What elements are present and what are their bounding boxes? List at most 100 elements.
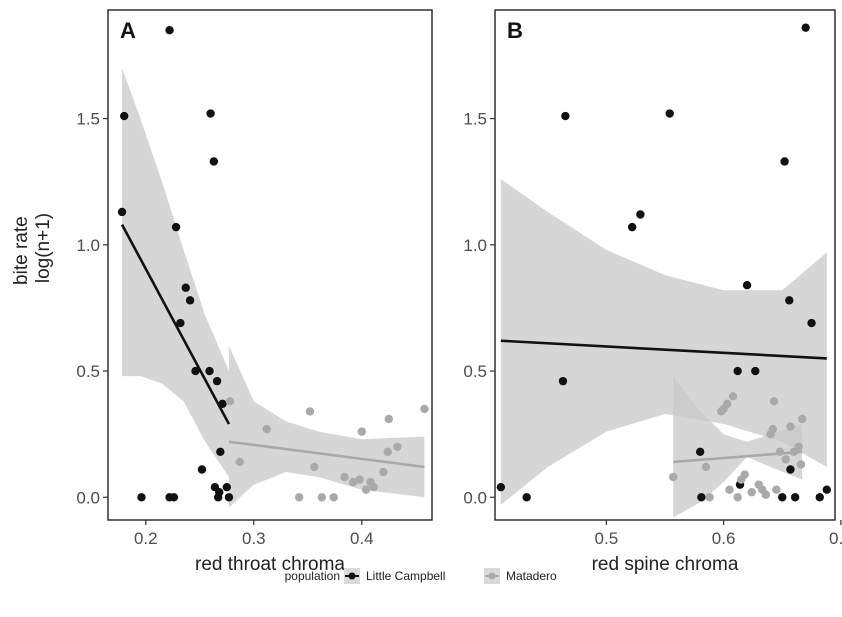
data-point-a-1-5 <box>310 462 319 472</box>
panel-label-b: B <box>507 18 523 43</box>
data-point-b-0-6 <box>665 109 674 118</box>
data-point-b-1-18 <box>772 485 781 494</box>
panel-label-a: A <box>120 18 136 43</box>
data-point-b-1-1 <box>701 462 711 472</box>
y-axis-title-line-1: bite rate <box>11 216 32 285</box>
data-point-a-0-13 <box>197 465 207 474</box>
x-tick-label-b-0: 0.5 <box>595 529 619 548</box>
data-point-b-0-15 <box>785 296 794 305</box>
data-point-a-1-2 <box>262 424 271 434</box>
x-tick-label-b-1: 0.6 <box>712 529 736 548</box>
data-point-b-0-3 <box>561 111 570 121</box>
data-point-a-0-11 <box>212 376 222 386</box>
data-point-a-0-4 <box>206 109 215 118</box>
data-point-b-0-7 <box>695 447 705 457</box>
data-point-a-0-1 <box>120 111 129 121</box>
y-tick-label-a-2: 1.0 <box>76 236 100 255</box>
data-point-a-1-0 <box>225 397 235 406</box>
plot-frame-b <box>494 9 836 521</box>
data-point-a-0-22 <box>224 493 234 502</box>
y-tick-label-b-1: 0.5 <box>463 362 487 381</box>
data-point-b-0-9 <box>733 366 742 376</box>
data-point-a-0-18 <box>137 493 146 502</box>
data-point-b-0-17 <box>790 493 800 502</box>
data-point-a-0-20 <box>169 493 179 502</box>
data-point-a-1-14 <box>369 482 378 492</box>
data-point-b-1-8 <box>733 493 742 502</box>
legend-label-matadero: Matadero <box>506 569 557 583</box>
data-point-b-0-4 <box>627 222 637 232</box>
y-axis-title-line-2: log(n+1) <box>33 213 54 283</box>
legend-dot-matadero <box>488 572 496 580</box>
x-tick-label-a-1: 0.3 <box>242 529 266 548</box>
confidence-band-b-1 <box>673 376 803 518</box>
data-point-b-1-11 <box>747 488 756 497</box>
data-point-b-1-16 <box>768 424 778 434</box>
y-tick-label-a-1: 0.5 <box>76 362 100 381</box>
data-point-b-0-2 <box>558 376 568 386</box>
data-point-a-1-17 <box>384 414 393 424</box>
data-point-b-1-20 <box>781 455 790 464</box>
data-point-a-0-0 <box>117 207 127 217</box>
data-point-a-1-8 <box>340 472 349 482</box>
data-point-a-0-7 <box>185 296 195 305</box>
data-point-a-1-6 <box>317 493 327 502</box>
confidence-band-a-1 <box>228 345 425 508</box>
data-point-a-1-19 <box>420 404 429 414</box>
data-point-a-1-12 <box>361 485 371 494</box>
y-tick-label-b-0: 0.0 <box>463 488 487 507</box>
data-point-b-0-16 <box>786 465 795 474</box>
x-axis-title-a: red throat chroma <box>195 554 345 575</box>
data-point-a-1-9 <box>348 477 358 487</box>
data-point-a-0-6 <box>181 283 190 292</box>
data-point-b-0-13 <box>778 493 787 502</box>
data-point-b-1-7 <box>728 392 738 401</box>
x-tick-label-b-2: 0.7 <box>829 529 842 548</box>
data-point-b-0-8 <box>697 493 706 502</box>
data-point-b-1-21 <box>786 422 795 431</box>
data-point-a-1-11 <box>357 427 366 436</box>
data-point-b-0-1 <box>522 493 531 502</box>
data-point-b-1-25 <box>797 414 807 424</box>
data-point-b-1-10 <box>740 470 749 479</box>
data-point-a-1-1 <box>235 457 244 467</box>
data-point-a-0-10 <box>205 366 214 376</box>
data-point-a-0-2 <box>165 25 174 35</box>
legend-dot-little-campbell <box>348 572 356 580</box>
data-point-a-1-3 <box>294 493 304 502</box>
data-point-a-0-8 <box>176 318 185 328</box>
fit-line-b-0 <box>500 339 827 360</box>
data-point-b-0-14 <box>780 157 789 166</box>
legend-title: population <box>285 569 340 583</box>
fit-line-a-1 <box>228 440 425 469</box>
data-point-a-0-3 <box>171 222 181 232</box>
data-point-b-1-14 <box>761 490 771 499</box>
data-point-b-1-0 <box>669 472 678 482</box>
data-point-b-1-5 <box>722 399 732 409</box>
data-point-a-0-21 <box>213 493 223 502</box>
data-point-b-1-23 <box>794 442 803 451</box>
data-point-a-0-12 <box>218 399 227 409</box>
data-point-b-1-17 <box>769 397 779 406</box>
data-point-a-1-16 <box>383 447 392 457</box>
legend-label-little-campbell: Little Campbell <box>366 569 445 583</box>
data-point-a-0-14 <box>216 447 225 457</box>
data-point-a-0-9 <box>191 366 200 376</box>
data-point-a-1-4 <box>305 407 315 416</box>
data-point-b-0-0 <box>496 482 506 492</box>
plot-frame-a <box>107 9 433 521</box>
data-point-b-0-21 <box>822 485 831 494</box>
data-point-a-0-17 <box>222 482 231 492</box>
data-point-b-0-12 <box>751 366 760 376</box>
data-point-b-1-2 <box>705 493 714 502</box>
y-tick-label-b-3: 1.5 <box>463 110 487 129</box>
data-point-b-0-19 <box>807 318 816 328</box>
x-axis-title-b: red spine chroma <box>592 554 739 575</box>
data-point-a-1-15 <box>379 467 388 477</box>
data-point-a-1-10 <box>355 475 364 484</box>
legend: population Little Campbell Matadero <box>285 568 557 584</box>
data-point-b-0-18 <box>801 23 810 32</box>
